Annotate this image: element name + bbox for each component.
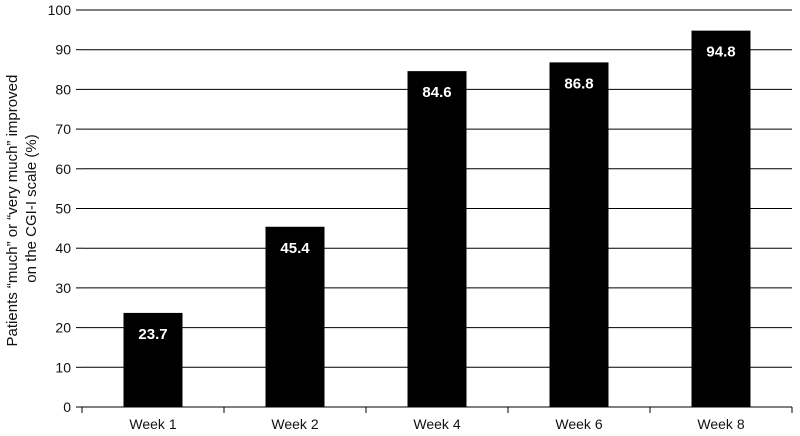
bar-data-label: 86.8: [564, 75, 593, 92]
y-tick-label: 70: [55, 121, 71, 137]
bar: [549, 62, 609, 408]
y-axis-title-line-1: Patients “much” or “very much” improved: [4, 75, 21, 347]
bar: [265, 226, 325, 407]
y-tick-label: 90: [55, 42, 71, 58]
y-tick-label: 50: [55, 201, 71, 217]
bar-data-label: 23.7: [138, 326, 167, 343]
y-axis-title-line-2: on the CGI-I scale (%): [23, 134, 40, 282]
y-tick-label: 0: [63, 399, 71, 415]
y-tick-label: 40: [55, 240, 71, 256]
x-tick-label: Week 2: [271, 416, 318, 432]
y-tick-label: 80: [55, 81, 71, 97]
y-tick-label: 20: [55, 320, 71, 336]
bar: [407, 71, 467, 407]
bars: 23.7 45.4 84.6 86.8 94.8: [123, 30, 751, 408]
x-tick-label: Week 4: [413, 416, 460, 432]
bar-data-label: 94.8: [706, 44, 735, 61]
bar-data-label: 84.6: [422, 84, 451, 101]
bar-data-label: 45.4: [280, 240, 310, 257]
x-tick-label: Week 6: [555, 416, 602, 432]
y-axis-title: Patients “much” or “very much” improved …: [4, 71, 40, 347]
bar: [691, 30, 751, 407]
x-axis-ticks: Week 1 Week 2 Week 4 Week 6 Week 8: [81, 407, 793, 432]
y-tick-label: 30: [55, 280, 71, 296]
y-tick-label: 10: [55, 359, 71, 375]
x-tick-label: Week 8: [697, 416, 744, 432]
x-tick-label: Week 1: [129, 416, 176, 432]
y-tick-label: 100: [48, 2, 72, 18]
y-axis-ticks: 0 10 20 30 40 50 60 70 80 90 100: [48, 2, 82, 415]
y-tick-label: 60: [55, 161, 71, 177]
bar: [123, 312, 183, 407]
